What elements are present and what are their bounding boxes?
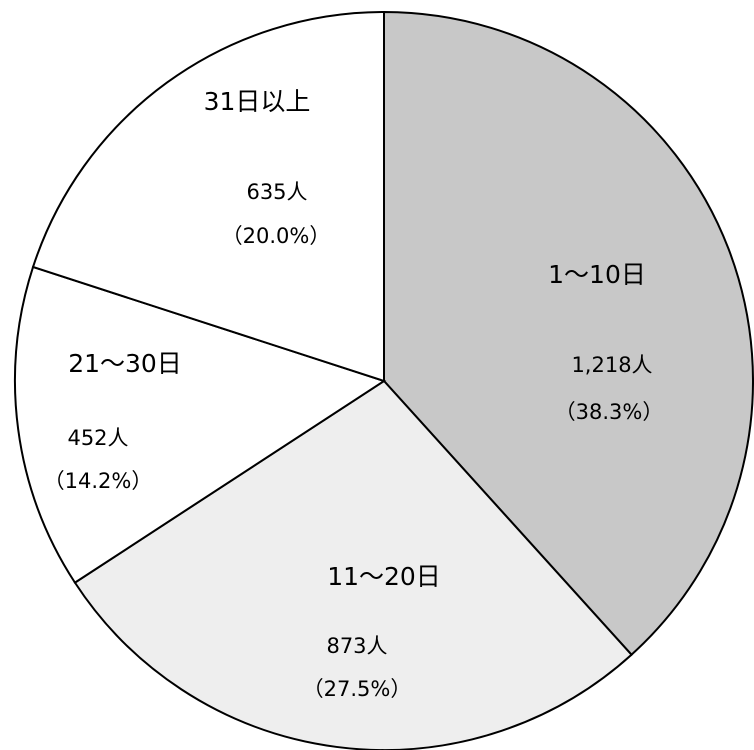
pie-slices <box>14 10 754 750</box>
slice-count-1-10: 1,218人 <box>571 353 652 377</box>
slice-21-30 <box>14 265 387 585</box>
slice-label-1-10: 1～10日 <box>548 260 646 289</box>
slice-percent-11-20: （27.5%） <box>303 677 412 701</box>
slice-percent-31-plus: （20.0%） <box>222 224 331 248</box>
slice-label-21-30: 21～30日 <box>68 349 182 378</box>
slice-percent-1-10: （38.3%） <box>555 400 664 424</box>
slice-1-10 <box>383 10 754 657</box>
slice-label-11-20: 11～20日 <box>327 562 441 591</box>
slice-count-31-plus: 635人 <box>246 180 307 204</box>
slice-11-20 <box>73 379 633 750</box>
slice-count-21-30: 452人 <box>67 426 128 450</box>
slice-31-plus <box>31 10 385 383</box>
slice-percent-21-30: （14.2%） <box>44 469 153 493</box>
pie-labels: 1～10日 1,218人 （38.3%） 11～20日 873人 （27.5%）… <box>44 87 664 701</box>
slice-count-11-20: 873人 <box>326 634 387 658</box>
slice-label-31-plus: 31日以上 <box>204 87 311 116</box>
